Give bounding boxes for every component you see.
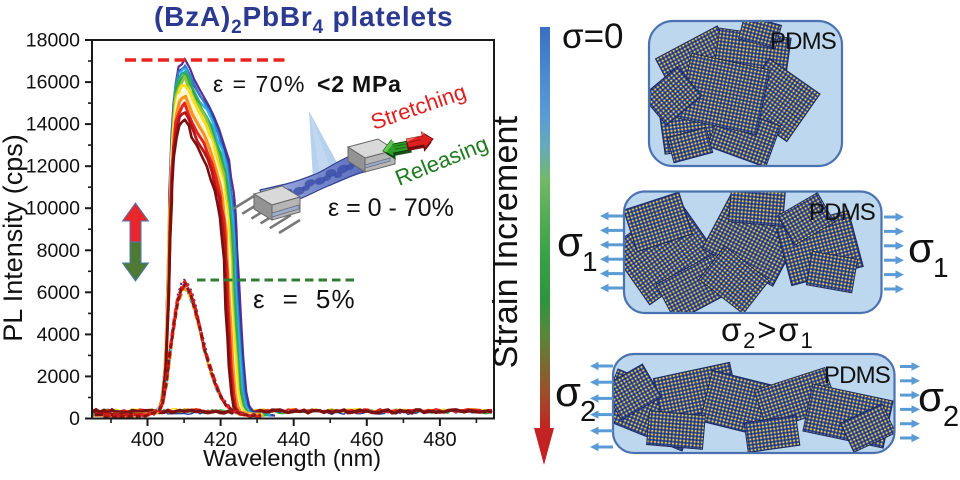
svg-text:σ=0: σ=0 xyxy=(562,17,624,56)
svg-text:σ: σ xyxy=(555,368,581,415)
svg-text:PDMS: PDMS xyxy=(770,28,836,55)
svg-text:10000: 10000 xyxy=(26,198,80,220)
svg-text:σ2>σ1: σ2>σ1 xyxy=(721,311,815,353)
svg-text:2000: 2000 xyxy=(37,366,81,388)
svg-text:480: 480 xyxy=(423,429,456,451)
svg-text:(BzA)2PbBr4 platelets: (BzA)2PbBr4 platelets xyxy=(154,1,453,38)
svg-text:400: 400 xyxy=(131,429,164,451)
svg-text:1: 1 xyxy=(933,252,949,283)
svg-text:16000: 16000 xyxy=(26,72,80,94)
svg-text:460: 460 xyxy=(350,429,383,451)
svg-text:1: 1 xyxy=(582,246,598,277)
svg-text:440: 440 xyxy=(277,429,310,451)
svg-text:14000: 14000 xyxy=(26,114,80,136)
svg-text:PDMS: PDMS xyxy=(824,362,890,389)
svg-text:6000: 6000 xyxy=(37,282,81,304)
svg-text:σ: σ xyxy=(908,224,934,271)
svg-text:4000: 4000 xyxy=(37,324,81,346)
svg-text:PDMS: PDMS xyxy=(809,199,875,226)
svg-text:ε = 5%: ε = 5% xyxy=(253,284,356,314)
svg-text:σ: σ xyxy=(918,373,944,420)
svg-text:ε = 0 - 70%: ε = 0 - 70% xyxy=(328,194,454,222)
svg-text:2: 2 xyxy=(580,396,596,428)
svg-text:Strain Increment: Strain Increment xyxy=(487,115,525,368)
svg-text:12000: 12000 xyxy=(26,156,80,178)
svg-text:0: 0 xyxy=(69,408,80,430)
svg-text:PL Intensity (cps): PL Intensity (cps) xyxy=(0,134,28,342)
svg-text:ε = 70%: ε = 70% xyxy=(213,71,306,97)
svg-text:Wavelength (nm): Wavelength (nm) xyxy=(203,445,381,471)
svg-text:2: 2 xyxy=(943,401,959,433)
svg-text:<2 MPa: <2 MPa xyxy=(317,71,402,97)
svg-text:8000: 8000 xyxy=(37,240,81,262)
svg-text:420: 420 xyxy=(204,429,237,451)
svg-text:σ: σ xyxy=(557,218,583,265)
svg-text:18000: 18000 xyxy=(26,30,80,52)
